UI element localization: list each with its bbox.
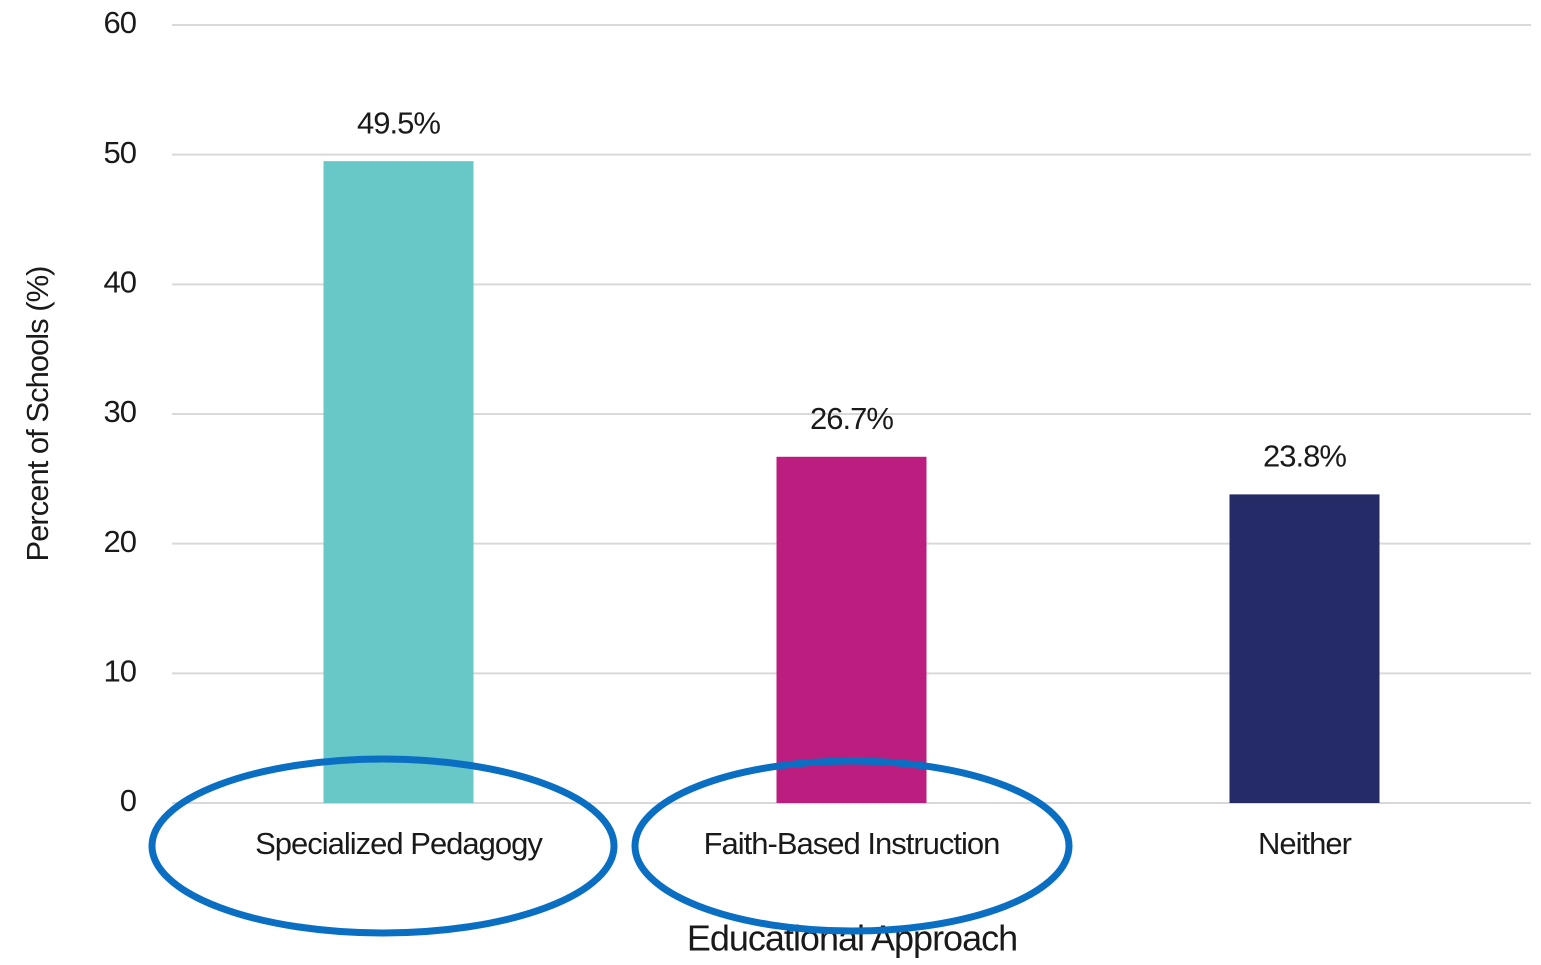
- x-tick-label: Faith-Based Instruction: [704, 826, 1000, 861]
- x-axis-label: Educational Approach: [687, 918, 1017, 959]
- highlight-ellipse: [148, 755, 618, 937]
- x-tick-label: Specialized Pedagogy: [255, 826, 543, 861]
- value-label: 23.8%: [1263, 439, 1346, 474]
- y-tick-label: 60: [104, 5, 137, 40]
- y-tick-label: 0: [120, 783, 137, 818]
- y-tick-label: 50: [104, 135, 137, 170]
- y-tick-label: 40: [104, 265, 137, 300]
- bar: [323, 161, 474, 803]
- y-tick-label: 10: [104, 654, 137, 689]
- value-label: 26.7%: [810, 401, 893, 436]
- highlight-ellipse: [631, 757, 1073, 935]
- y-axis-label: Percent of Schools (%): [20, 266, 55, 561]
- x-tick-label: Neither: [1258, 826, 1352, 861]
- bars: [323, 161, 1380, 803]
- value-label: 49.5%: [357, 105, 440, 140]
- bar: [1229, 494, 1380, 803]
- bar: [776, 456, 927, 803]
- y-tick-label: 30: [104, 394, 137, 429]
- y-tick-label: 20: [104, 524, 137, 559]
